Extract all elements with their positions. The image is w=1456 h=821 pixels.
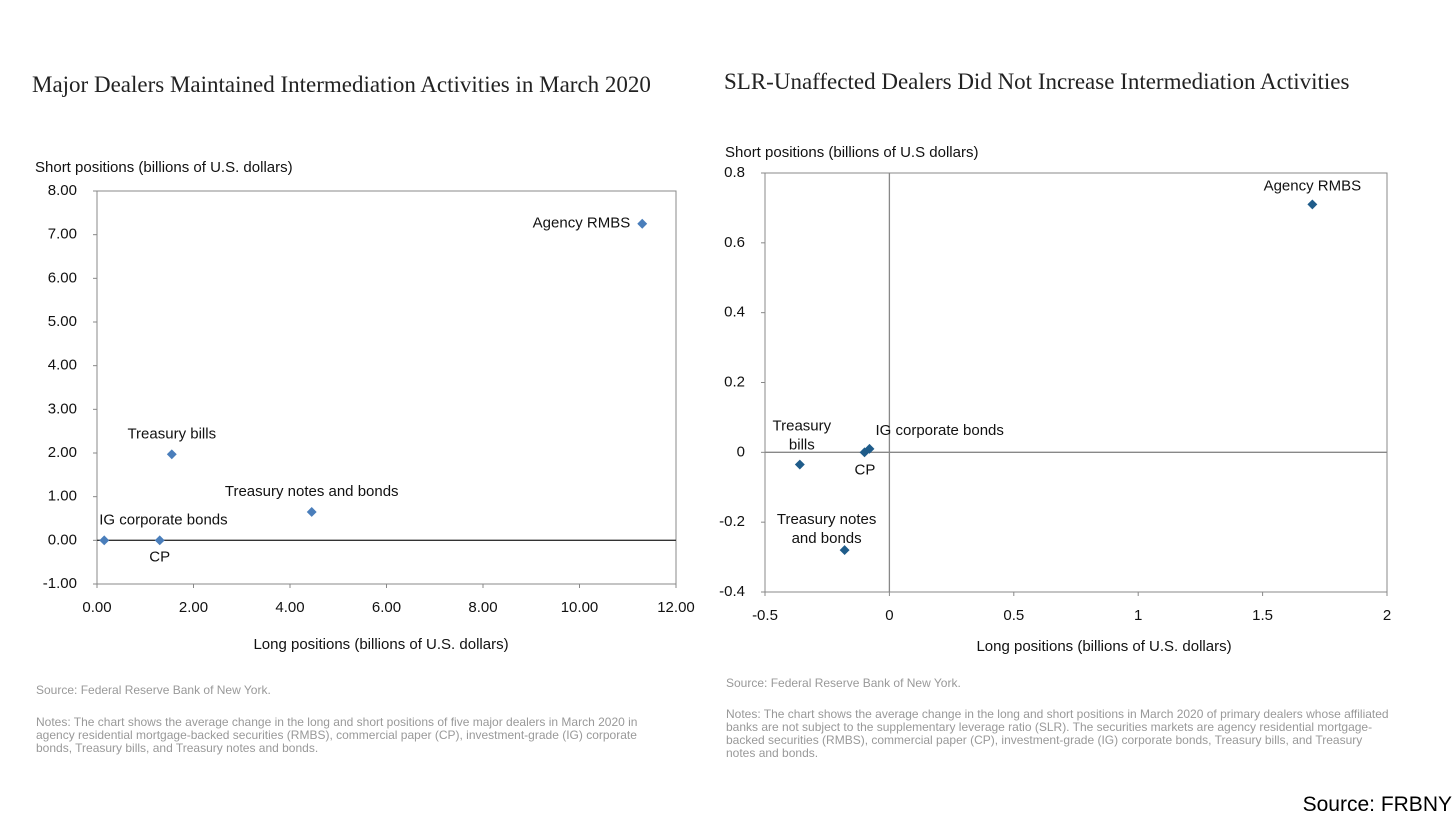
point-label: IG corporate bonds: [875, 422, 1003, 439]
y-tick-label: 5.00: [48, 313, 77, 330]
x-tick-label: 10.00: [561, 599, 599, 616]
y-axis-label: Short positions (billions of U.S. dollar…: [35, 159, 293, 176]
y-tick-label: 8.00: [48, 182, 77, 199]
point-label: Agency RMBS: [533, 215, 631, 232]
x-axis-label: Long positions (billions of U.S. dollars…: [976, 638, 1231, 655]
x-tick-label: 2: [1383, 607, 1391, 624]
point-label: Treasury bills: [773, 418, 832, 454]
footer: Source: FRBNY: [1302, 793, 1452, 816]
point: [166, 449, 177, 460]
y-tick-label: 0.8: [724, 164, 745, 181]
x-tick-label: -0.5: [752, 607, 778, 624]
y-tick-label: 3.00: [48, 400, 77, 417]
point: [1307, 199, 1318, 210]
source: Source: Federal Reserve Bank of New York…: [726, 676, 961, 690]
y-tick-label: 1.00: [48, 488, 77, 505]
point: [839, 545, 850, 556]
y-tick-label: -0.2: [719, 513, 745, 530]
point-label: CP: [149, 548, 170, 565]
x-tick-label: 0.00: [82, 599, 111, 616]
x-axis-label: Long positions (billions of U.S. dollars…: [253, 636, 508, 653]
point: [794, 459, 805, 470]
point: [306, 507, 317, 517]
y-axis-label: Short positions (billions of U.S dollars…: [725, 144, 978, 161]
y-tick-label: 2.00: [48, 444, 77, 461]
y-tick-label: 0.6: [724, 234, 745, 251]
x-tick-label: 4.00: [275, 599, 304, 616]
point: [859, 447, 870, 458]
notes: Notes: The chart shows the average chang…: [36, 715, 638, 755]
point-label: IG corporate bonds: [99, 511, 227, 528]
chart-title: SLR-Unaffected Dealers Did Not Increase …: [724, 69, 1350, 94]
y-tick-label: -0.4: [719, 583, 745, 600]
x-tick-label: 8.00: [468, 599, 497, 616]
x-tick-label: 2.00: [179, 599, 208, 616]
x-tick-label: 12.00: [657, 599, 695, 616]
x-tick-label: 0: [885, 607, 893, 624]
x-tick-label: 0.5: [1003, 607, 1024, 624]
y-tick-label: 4.00: [48, 357, 77, 374]
y-tick-label: 0.4: [724, 304, 745, 321]
y-tick-label: 0.00: [48, 531, 77, 548]
y-tick-label: 6.00: [48, 269, 77, 286]
point-label: CP: [855, 461, 876, 478]
point: [99, 535, 110, 546]
x-tick-label: 6.00: [372, 599, 401, 616]
point: [154, 535, 165, 546]
notes: Notes: The chart shows the average chang…: [726, 707, 1389, 760]
x-tick-label: 1.5: [1252, 607, 1273, 624]
y-tick-label: 7.00: [48, 226, 77, 243]
source: Source: Federal Reserve Bank of New York…: [36, 683, 271, 697]
y-tick-label: 0: [737, 443, 745, 460]
point-label: Treasury notes and bonds: [225, 483, 399, 500]
point: [637, 218, 648, 229]
point-label: Treasury bills: [127, 425, 216, 442]
x-tick-label: 1: [1134, 607, 1142, 624]
y-tick-label: 0.2: [724, 373, 745, 390]
point-label: Agency RMBS: [1264, 177, 1362, 194]
point-label: Treasury notes and bonds: [777, 511, 877, 547]
y-tick-label: -1.00: [43, 575, 77, 592]
chart-title: Major Dealers Maintained Intermediation …: [32, 72, 651, 97]
